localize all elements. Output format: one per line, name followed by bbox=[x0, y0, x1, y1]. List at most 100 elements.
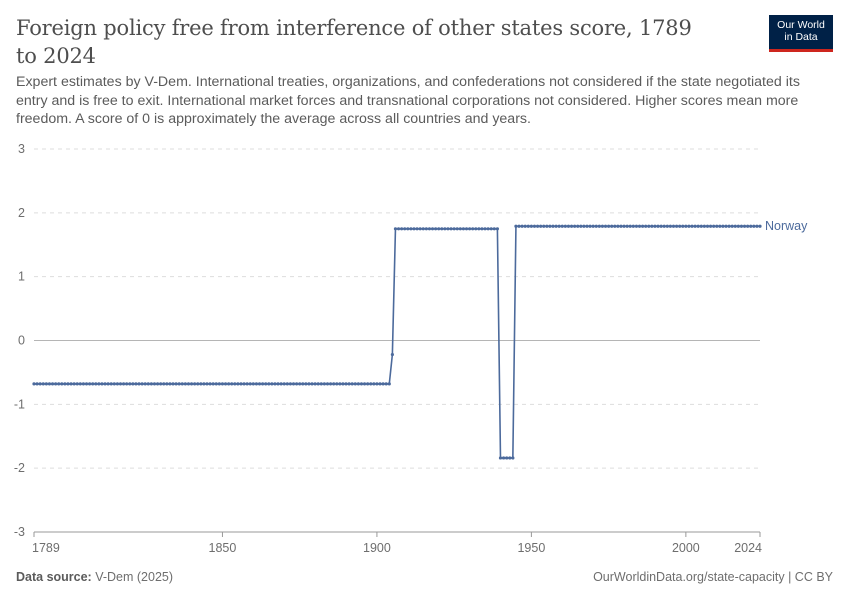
data-point bbox=[270, 382, 274, 386]
x-tick-label: 1950 bbox=[517, 541, 545, 555]
data-point bbox=[78, 382, 82, 386]
data-point bbox=[307, 382, 311, 386]
data-point bbox=[353, 382, 357, 386]
data-point bbox=[84, 382, 89, 386]
data-point bbox=[242, 382, 246, 386]
data-point bbox=[335, 382, 339, 386]
data-point bbox=[214, 382, 218, 386]
data-point bbox=[486, 227, 490, 231]
data-point bbox=[54, 382, 58, 386]
data-point bbox=[585, 224, 589, 228]
data-point bbox=[35, 382, 39, 386]
data-point bbox=[112, 382, 116, 386]
data-point bbox=[492, 227, 496, 231]
data-point bbox=[180, 382, 184, 386]
data-point bbox=[230, 382, 234, 386]
data-point bbox=[548, 224, 552, 228]
data-point bbox=[471, 227, 475, 231]
data-point bbox=[628, 224, 632, 228]
y-tick-label: 1 bbox=[18, 270, 25, 284]
data-point bbox=[684, 224, 688, 228]
data-point bbox=[273, 382, 277, 386]
data-point bbox=[220, 382, 225, 386]
data-point bbox=[415, 227, 419, 231]
data-point bbox=[328, 382, 333, 386]
data-point bbox=[458, 227, 462, 231]
data-point bbox=[474, 227, 478, 231]
data-point bbox=[440, 227, 444, 231]
x-tick-label: 1850 bbox=[209, 541, 237, 555]
data-point bbox=[366, 382, 370, 386]
data-point bbox=[468, 227, 472, 231]
data-point bbox=[60, 382, 64, 386]
data-point bbox=[696, 224, 700, 228]
data-point bbox=[316, 382, 320, 386]
data-point bbox=[245, 382, 249, 386]
data-point bbox=[205, 382, 209, 386]
data-point bbox=[257, 382, 262, 386]
data-point bbox=[557, 224, 561, 228]
data-point bbox=[724, 224, 728, 228]
data-point bbox=[535, 224, 540, 228]
data-point bbox=[298, 382, 302, 386]
logo-accent-bar bbox=[769, 49, 833, 52]
data-point bbox=[211, 382, 215, 386]
data-point bbox=[38, 382, 42, 386]
data-point bbox=[554, 224, 558, 228]
data-point bbox=[715, 224, 719, 228]
data-point bbox=[529, 224, 533, 228]
data-point bbox=[282, 382, 286, 386]
data-point bbox=[736, 224, 740, 228]
data-point bbox=[718, 224, 722, 228]
data-point bbox=[233, 382, 237, 386]
data-source: Data source: V-Dem (2025) bbox=[16, 570, 173, 584]
data-point bbox=[325, 382, 330, 386]
data-point bbox=[569, 224, 574, 228]
data-point bbox=[248, 382, 252, 386]
data-point bbox=[631, 224, 635, 228]
data-point bbox=[362, 382, 367, 386]
data-point bbox=[758, 224, 762, 228]
data-point bbox=[659, 224, 663, 228]
data-point bbox=[563, 224, 567, 228]
data-point bbox=[551, 224, 555, 228]
series-label-norway: Norway bbox=[765, 219, 808, 233]
logo-line-2: in Data bbox=[784, 31, 818, 43]
data-point bbox=[480, 227, 484, 231]
data-point bbox=[594, 224, 598, 228]
data-point bbox=[622, 224, 626, 228]
y-tick-label: 2 bbox=[18, 206, 25, 220]
data-point bbox=[517, 224, 521, 228]
data-point bbox=[406, 227, 410, 231]
y-tick-label: -2 bbox=[14, 461, 25, 475]
data-point bbox=[183, 382, 187, 386]
data-point bbox=[687, 224, 691, 228]
data-point bbox=[236, 382, 240, 386]
data-point bbox=[359, 382, 364, 386]
data-point bbox=[143, 382, 147, 386]
data-point bbox=[47, 382, 52, 386]
data-point bbox=[291, 382, 296, 386]
data-source-value[interactable]: V-Dem (2025) bbox=[95, 570, 174, 584]
data-point bbox=[372, 382, 376, 386]
data-point bbox=[727, 224, 731, 228]
data-point bbox=[146, 382, 150, 386]
data-point bbox=[356, 382, 360, 386]
data-point bbox=[566, 224, 571, 228]
data-point bbox=[227, 382, 231, 386]
data-point bbox=[171, 382, 175, 386]
data-point bbox=[162, 382, 166, 386]
data-point bbox=[523, 224, 527, 228]
data-point bbox=[338, 382, 342, 386]
data-point bbox=[118, 382, 123, 386]
data-point bbox=[140, 382, 144, 386]
data-point bbox=[681, 224, 685, 228]
data-point bbox=[313, 382, 317, 386]
source-url[interactable]: OurWorldinData.org/state-capacity | CC B… bbox=[593, 570, 833, 584]
x-tick-label: 2024 bbox=[734, 541, 762, 555]
data-point bbox=[304, 382, 308, 386]
data-point bbox=[131, 382, 135, 386]
owid-logo[interactable]: Our World in Data bbox=[769, 15, 833, 52]
data-point bbox=[702, 224, 706, 228]
data-point bbox=[421, 227, 425, 231]
